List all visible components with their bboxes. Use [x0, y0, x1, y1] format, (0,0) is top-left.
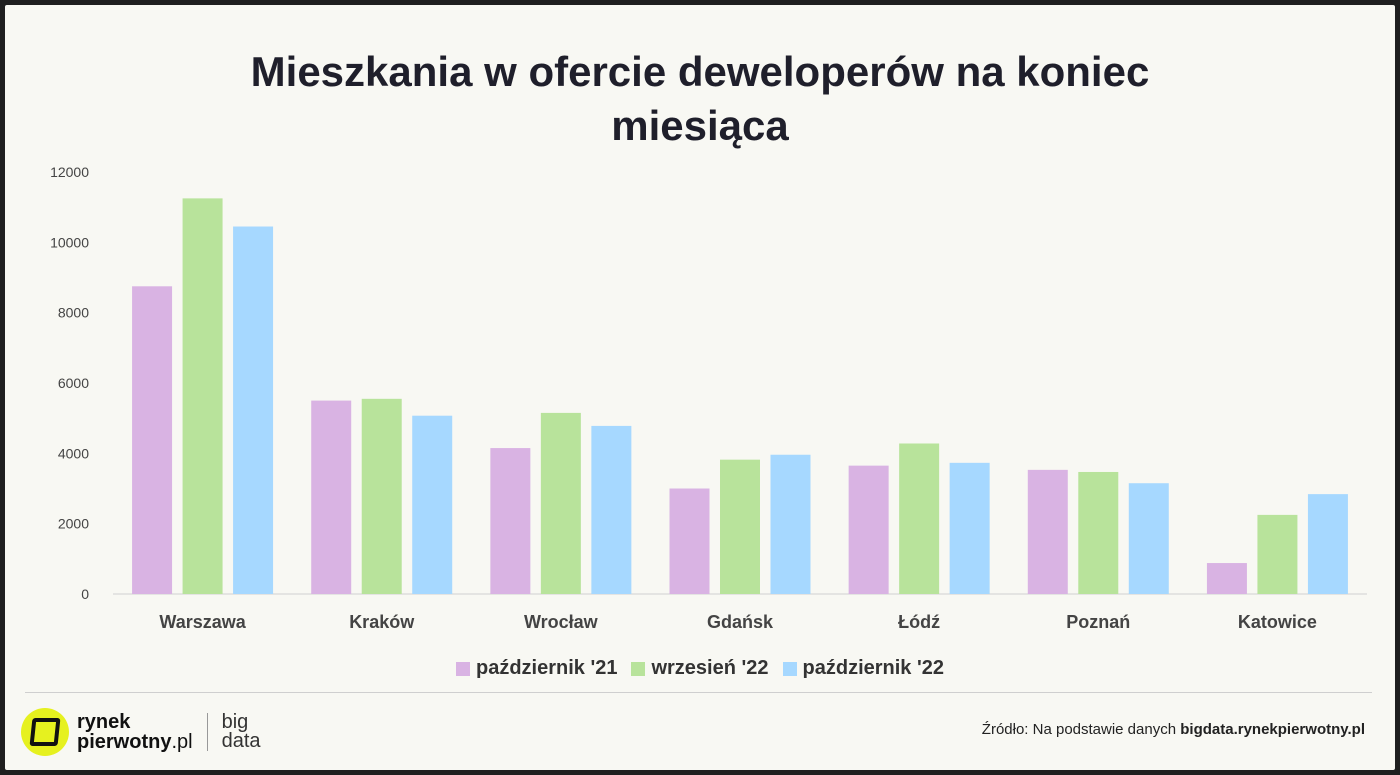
bar-łódź-series-1 [899, 443, 940, 594]
bar-katowice-series-2 [1307, 494, 1348, 594]
bar-kraków-series-0 [311, 400, 352, 594]
bar-katowice-series-0 [1206, 563, 1247, 594]
source-note: Źródło: Na podstawie danych bigdata.ryne… [982, 721, 1365, 738]
bar-gdańsk-series-0 [669, 488, 710, 594]
source-prefix: Źródło: Na podstawie danych [981, 721, 1177, 738]
y-tick-label: 6000 [58, 375, 89, 391]
x-tick-label: Warszawa [159, 612, 246, 632]
bar-kraków-series-2 [412, 415, 453, 594]
source-link: bigdata.rynekpierwotny.pl [1180, 721, 1365, 738]
bar-łódź-series-0 [848, 465, 889, 594]
bar-warszawa-series-2 [233, 226, 274, 594]
legend-item-pazdziernik-22: październik '22 [782, 657, 944, 680]
legend-swatch [782, 661, 797, 676]
x-tick-label: Poznań [1066, 612, 1130, 632]
logo-mark-icon [21, 708, 69, 756]
x-tick-label: Wrocław [524, 612, 599, 632]
chart-frame: Mieszkania w ofercie deweloperów na koni… [5, 5, 1395, 770]
legend-label: październik '21 [475, 657, 618, 679]
y-tick-label: 2000 [58, 516, 89, 532]
rynekpierwotny-logo: rynek pierwotny.pl big data [21, 705, 261, 759]
legend-swatch [631, 661, 646, 676]
chart-title-line-2: miesiąca [611, 102, 789, 149]
y-tick-label: 4000 [58, 445, 89, 461]
chart-legend: październik '21 wrzesień '22 październik… [5, 657, 1395, 680]
bar-kraków-series-1 [361, 398, 402, 594]
legend-label: październik '22 [802, 657, 944, 679]
logo-wordmark: rynek pierwotny.pl [77, 711, 193, 753]
bar-poznań-series-2 [1128, 483, 1169, 594]
logo-separator [206, 713, 208, 751]
legend-item-wrzesien-22: wrzesień '22 [631, 657, 769, 680]
bar-gdańsk-series-1 [720, 459, 760, 594]
bar-katowice-series-1 [1257, 514, 1298, 594]
bar-poznań-series-0 [1027, 469, 1068, 594]
x-tick-label: Łódź [898, 612, 940, 632]
legend-item-pazdziernik-21: październik '21 [455, 657, 618, 680]
y-tick-label: 10000 [50, 234, 89, 250]
legend-swatch [455, 661, 470, 676]
bar-łódź-series-2 [949, 462, 990, 594]
y-tick-label: 8000 [58, 305, 89, 321]
x-tick-label: Kraków [349, 612, 415, 632]
bar-poznań-series-1 [1078, 471, 1119, 594]
chart-title-line-1: Mieszkania w ofercie deweloperów na koni… [250, 48, 1150, 95]
chart-title: Mieszkania w ofercie deweloperów na koni… [5, 45, 1395, 153]
bar-warszawa-series-1 [182, 198, 223, 594]
footer-divider [25, 692, 1372, 693]
y-tick-label: 0 [81, 586, 89, 602]
bar-wrocław-series-1 [540, 412, 581, 594]
bar-wrocław-series-2 [591, 425, 632, 594]
x-tick-label: Katowice [1238, 612, 1317, 632]
bar-warszawa-series-0 [132, 286, 173, 594]
bigdata-wordmark: big data [221, 711, 261, 752]
y-tick-label: 12000 [50, 164, 89, 180]
legend-label: wrzesień '22 [651, 657, 769, 679]
bar-chart: 0 2000 4000 6000 8000 10000 12000 Warszawa Krakó… [50, 164, 1367, 632]
x-tick-label: Gdańsk [707, 612, 774, 632]
bar-wrocław-series-0 [490, 448, 531, 594]
bar-gdańsk-series-2 [770, 454, 811, 594]
